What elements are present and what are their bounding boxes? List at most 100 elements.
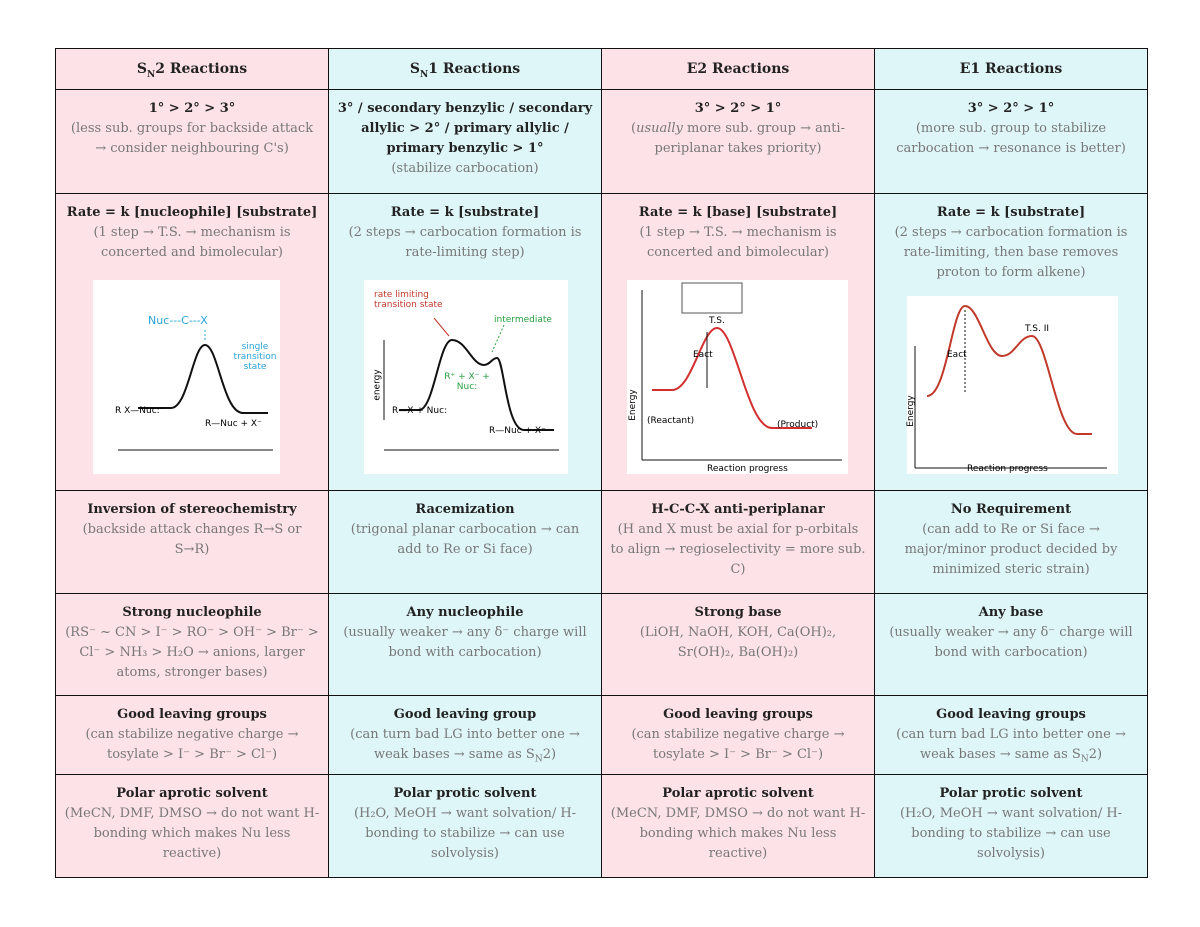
table-cell: 3° > 2° > 1° (more sub. group to stabiliz…: [874, 89, 1148, 194]
e1-diagram: T.S. II Eact Energy Reaction progress: [905, 296, 1118, 474]
cell-title: Any nucleophile: [406, 605, 524, 620]
cell-detail: (stabilize carbocation): [391, 161, 539, 176]
cell-detail: (can turn bad LG into better one → weak …: [883, 725, 1139, 770]
table-cell: Polar aprotic solvent (MeCN, DMF, DMSO → …: [601, 774, 875, 878]
cell-title: 3° > 2° > 1°: [694, 101, 782, 116]
table-cell: Racemization (trigonal planar carbocation…: [328, 490, 602, 594]
text-run: 2): [1088, 747, 1103, 762]
cell-title: 1° > 2° > 3°: [148, 101, 236, 116]
cell-detail: (can turn bad LG into better one → weak …: [337, 725, 593, 770]
cell-title: Strong base: [694, 605, 782, 620]
label: Energy: [905, 395, 916, 427]
label: single transition state: [233, 342, 277, 372]
table-cell: Any base (usually weaker → any δ⁻ charge …: [874, 593, 1148, 696]
cell-title: Rate = k [nucleophile] [substrate]: [66, 205, 318, 220]
label: R—X + Nuc:: [392, 406, 448, 416]
label: (Product): [777, 420, 819, 430]
subscript: N: [146, 69, 156, 80]
sn1-diagram: rate limiting transition state intermedi…: [364, 280, 568, 474]
cell-detail: (LiOH, NaOH, KOH, Ca(OH)₂, Sr(OH)₂, Ba(O…: [639, 625, 837, 660]
table-cell: Strong nucleophile (RS⁻ ~ CN > I⁻ > RO⁻ >…: [55, 593, 329, 696]
cell-title: Good leaving groups: [117, 707, 267, 722]
label: Energy: [627, 389, 638, 421]
label: intermediate: [494, 315, 552, 325]
italic-run: usually: [636, 121, 683, 136]
e2-energy-curve: [641, 282, 842, 461]
cell-detail: (1 step → T.S. → mechanism is concerted …: [639, 225, 837, 260]
table-cell: Polar protic solvent (H₂O, MeOH → want so…: [328, 774, 602, 878]
table-cell: Any nucleophile (usually weaker → any δ⁻ …: [328, 593, 602, 696]
label: T.S.: [709, 316, 725, 326]
table-cell: Polar protic solvent (H₂O, MeOH → want so…: [874, 774, 1148, 878]
text-run: (can turn bad LG into better one → weak …: [350, 727, 580, 762]
subscript: N: [419, 69, 429, 80]
cell-title: Racemization: [415, 502, 515, 517]
header-cell: SN1 Reactions: [328, 48, 602, 90]
label: (Reactant): [647, 416, 695, 426]
text-run: (can turn bad LG into better one → weak …: [896, 727, 1126, 762]
table-cell: 1° > 2° > 3° (less sub. groups for backsi…: [55, 89, 329, 194]
label: rate limiting transition state: [374, 290, 443, 310]
subscript: N: [534, 754, 543, 765]
cell-title: Polar aprotic solvent: [662, 786, 814, 801]
cell-title: Good leaving groups: [936, 707, 1086, 722]
cell-detail: (H₂O, MeOH → want solvation/ H-bonding t…: [353, 806, 577, 861]
label: R—Nuc + X⁻: [205, 419, 262, 429]
sn1-energy-curve: [383, 317, 559, 451]
cell-detail: (MeCN, DMF, DMSO → do not want H-bonding…: [64, 806, 320, 861]
cell-title: No Requirement: [950, 502, 1072, 517]
header-cell: E2 Reactions: [601, 48, 875, 90]
cell-detail: (H and X must be axial for p-orbitals to…: [610, 522, 866, 577]
label: R X—Nuc:⁻: [115, 406, 165, 416]
cell-title: 3° / secondary benzylic / secondary ally…: [337, 101, 593, 156]
text-run: more sub. group → anti-periplanar takes …: [654, 121, 845, 156]
label: T.S. II: [1025, 324, 1050, 334]
cell-detail: (backside attack changes R→S or S→R): [82, 522, 302, 557]
label: energy: [372, 369, 383, 401]
cell-title: Polar protic solvent: [393, 786, 537, 801]
cell-title: Rate = k [substrate]: [390, 205, 540, 220]
cell-detail: (can add to Re or Si face → major/minor …: [904, 522, 1118, 577]
label: Nuc---C---X: [148, 314, 208, 327]
header-cell: E1 Reactions: [874, 48, 1148, 90]
cell-detail: (2 steps → carbocation formation is rate…: [894, 225, 1128, 280]
e2-diagram: T.S. Eact Energy Reaction progress (Reac…: [627, 280, 848, 474]
label: R—Nuc + X⁻: [489, 426, 546, 436]
cell-detail: (H₂O, MeOH → want solvation/ H-bonding t…: [899, 806, 1123, 861]
cell-title: Strong nucleophile: [122, 605, 262, 620]
text-run: (: [631, 121, 637, 136]
cell-detail: (usually more sub. group → anti-periplan…: [610, 119, 866, 159]
cell-title: Inversion of stereochemistry: [87, 502, 297, 517]
e1-energy-curve: [914, 304, 1107, 469]
text-run: S: [136, 61, 147, 77]
cell-title: Good leaving groups: [663, 707, 813, 722]
table-cell: Good leaving groups (can stabilize negati…: [601, 695, 875, 775]
sn2-diagram: Nuc---C---X single transition state R X—…: [93, 280, 280, 474]
cell-title: Rate = k [base] [substrate]: [638, 205, 838, 220]
label: Reaction progress: [967, 464, 1048, 474]
cell-detail: (can stabilize negative charge → tosylat…: [85, 727, 299, 762]
cell-detail: (can stabilize negative charge → tosylat…: [631, 727, 845, 762]
text-run: 2): [542, 747, 557, 762]
table-cell: Good leaving groups (can turn bad LG into…: [874, 695, 1148, 775]
table-cell: H-C-C-X anti-periplanar (H and X must be …: [601, 490, 875, 594]
text-run: 2 Reactions: [155, 61, 248, 77]
cell-detail: (trigonal planar carbocation → can add t…: [350, 522, 580, 557]
cell-detail: (MeCN, DMF, DMSO → do not want H-bonding…: [610, 806, 866, 861]
cell-title: Polar aprotic solvent: [116, 786, 268, 801]
cell-title: Polar protic solvent: [939, 786, 1083, 801]
label: Reaction progress: [707, 464, 788, 474]
table-cell: Polar aprotic solvent (MeCN, DMF, DMSO → …: [55, 774, 329, 878]
table-cell: Good leaving groups (can stabilize negati…: [55, 695, 329, 775]
table-cell: Good leaving group (can turn bad LG into …: [328, 695, 602, 775]
cell-title: Rate = k [substrate]: [936, 205, 1086, 220]
cell-title: 3° > 2° > 1°: [967, 101, 1055, 116]
text-run: S: [409, 61, 420, 77]
cell-detail: (less sub. groups for backside attack → …: [70, 121, 314, 156]
cell-title: Any base: [978, 605, 1044, 620]
text-run: 1 Reactions: [428, 61, 521, 77]
table-cell: 3° / secondary benzylic / secondary ally…: [328, 89, 602, 194]
subscript: N: [1080, 754, 1089, 765]
header-cell: SN2 Reactions: [55, 48, 329, 90]
